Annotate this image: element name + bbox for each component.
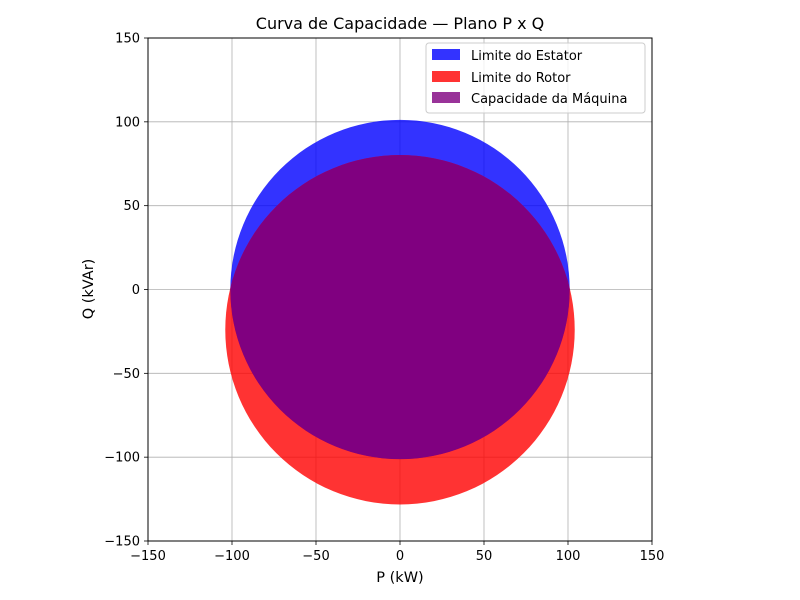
x-tick-label: −50 <box>302 549 329 564</box>
x-tick-label: 150 <box>640 549 665 564</box>
x-tick-label: −100 <box>214 549 250 564</box>
legend-swatch-rotor <box>432 71 460 82</box>
y-tick-label: 150 <box>115 32 140 47</box>
chart-title: Curva de Capacidade — Plano P x Q <box>256 14 544 33</box>
y-tick-label: −50 <box>113 367 140 382</box>
y-tick-label: −100 <box>104 451 140 466</box>
y-tick-label: 50 <box>123 199 140 214</box>
legend-label-stator: Limite do Estator <box>471 49 583 64</box>
y-tick-label: 0 <box>132 283 140 298</box>
legend-swatch-stator <box>432 49 460 60</box>
x-tick-label: 50 <box>476 549 493 564</box>
y-tick-label: 100 <box>115 115 140 130</box>
legend-label-capacity: Capacidade da Máquina <box>471 92 627 107</box>
x-tick-label: 0 <box>396 549 404 564</box>
y-tick-label: −150 <box>104 535 140 550</box>
axis-ticks: −150 −100 −50 0 50 100 150 −150 −100 −50 0 50 100 150 <box>104 32 664 565</box>
machine-capacity-area <box>230 155 570 460</box>
legend-box <box>425 42 646 114</box>
x-axis-label: P (kW) <box>376 570 423 586</box>
y-axis-label: Q (kVAr) <box>81 259 97 320</box>
x-tick-label: −150 <box>130 549 166 564</box>
x-tick-label: 100 <box>556 549 581 564</box>
legend-swatch-capacity <box>432 92 460 103</box>
legend: Limite do Estator Limite do Rotor Capaci… <box>425 42 646 114</box>
legend-label-rotor: Limite do Rotor <box>471 71 571 86</box>
